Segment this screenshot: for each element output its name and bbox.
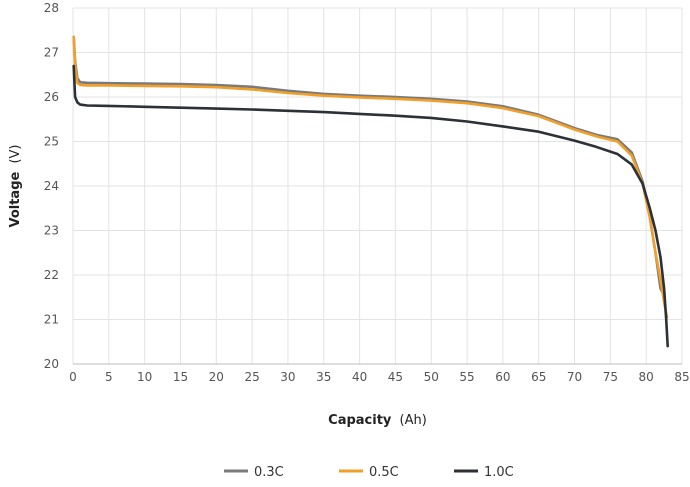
y-axis-title-main: Voltage xyxy=(8,171,23,227)
x-tick-label: 10 xyxy=(137,370,152,384)
series-line-1-0c xyxy=(72,64,670,348)
x-tick-label: 80 xyxy=(639,370,654,384)
y-tick-label: 24 xyxy=(44,179,59,193)
grid xyxy=(72,7,683,365)
y-tick-label: 23 xyxy=(44,224,59,238)
x-tick-label: 40 xyxy=(352,370,367,384)
x-tick-label: 50 xyxy=(424,370,439,384)
x-tick-label: 5 xyxy=(105,370,113,384)
legend: 0.3C 0.5C 1.0C xyxy=(224,465,514,480)
y-tick-label: 22 xyxy=(44,268,59,282)
x-tick-labels: 0 5 10 15 20 25 30 35 40 45 50 55 60 65 70 75 80 85 xyxy=(69,370,689,384)
y-tick-label: 28 xyxy=(44,1,59,15)
y-tick-label: 20 xyxy=(44,357,59,371)
y-tick-label: 27 xyxy=(44,46,59,60)
y-axis-title-unit: (V) xyxy=(8,144,23,163)
x-tick-label: 45 xyxy=(388,370,403,384)
y-tick-label: 25 xyxy=(44,135,59,149)
x-tick-label: 15 xyxy=(173,370,188,384)
y-tick-label: 26 xyxy=(44,90,59,104)
legend-label: 0.5C xyxy=(369,465,399,480)
x-tick-label: 55 xyxy=(459,370,474,384)
y-axis-title: Voltage (V) xyxy=(8,144,23,227)
y-tick-labels: 20 21 22 23 24 25 26 27 28 xyxy=(44,1,59,371)
x-tick-label: 0 xyxy=(69,370,77,384)
x-tick-label: 85 xyxy=(674,370,689,384)
x-axis-title-unit: (Ah) xyxy=(400,413,427,428)
x-tick-label: 65 xyxy=(531,370,546,384)
x-tick-label: 60 xyxy=(495,370,510,384)
x-axis-title-main: Capacity xyxy=(328,413,392,428)
y-tick-label: 21 xyxy=(44,313,59,327)
x-axis-title: Capacity (Ah) xyxy=(328,413,427,428)
x-tick-label: 30 xyxy=(280,370,295,384)
x-tick-label: 25 xyxy=(244,370,259,384)
x-tick-label: 75 xyxy=(603,370,618,384)
legend-label: 1.0C xyxy=(484,465,514,480)
x-tick-label: 35 xyxy=(316,370,331,384)
series-lines xyxy=(72,35,670,348)
legend-label: 0.3C xyxy=(254,465,284,480)
x-tick-label: 70 xyxy=(567,370,582,384)
x-tick-label: 20 xyxy=(209,370,224,384)
